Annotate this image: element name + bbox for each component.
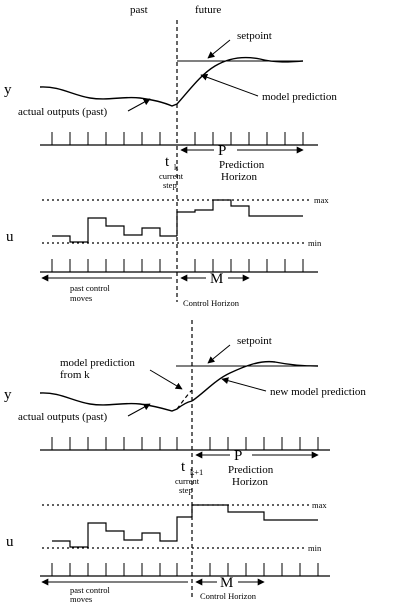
- bottom-tk1-subscript: k+1: [190, 467, 203, 477]
- bottom-setpoint-label: setpoint: [237, 335, 272, 347]
- bottom-control-horizon-M: M: [220, 575, 233, 591]
- bottom-prediction-label: Prediction: [228, 464, 274, 476]
- bottom-panel: y setpoint model prediction from k actua…: [4, 320, 366, 603]
- top-time-axis: [40, 132, 318, 146]
- top-prediction-horizon-P: P: [218, 143, 226, 159]
- bottom-step-label: step: [179, 485, 193, 495]
- past-label: past: [130, 4, 148, 16]
- top-model-prediction-curve: [176, 56, 304, 105]
- top-tk-label: t: [165, 154, 170, 170]
- bottom-new-prediction-curve: [191, 360, 319, 402]
- top-panel: past future y setpoint actual outputs (p…: [4, 4, 337, 308]
- top-y-axis-label: y: [4, 82, 12, 98]
- bottom-past-control-moves: [52, 516, 192, 548]
- bottom-min-label: min: [308, 543, 322, 553]
- top-past-moves-label: past control: [70, 283, 111, 293]
- top-past-control-moves: [52, 217, 177, 243]
- bottom-future-control-moves: [191, 504, 318, 521]
- bottom-prediction-horizon-P: P: [234, 448, 242, 464]
- top-actual-outputs-label: actual outputs (past): [18, 106, 108, 118]
- bottom-actual-outputs-label: actual outputs (past): [18, 411, 108, 423]
- future-label: future: [195, 4, 221, 16]
- bottom-setpoint-pointer: [207, 344, 231, 364]
- bottom-new-prediction-pointer: [221, 377, 267, 392]
- bottom-new-prediction-label: new model prediction: [270, 386, 366, 398]
- top-control-time-axis: [40, 259, 318, 273]
- top-model-prediction-label: model prediction: [262, 91, 337, 103]
- bottom-prediction-from-k-pointer: [149, 369, 183, 390]
- bottom-prediction-from-k-label-2: from k: [60, 369, 90, 381]
- top-setpoint-pointer: [207, 39, 231, 59]
- top-model-prediction-pointer: [200, 73, 259, 97]
- top-max-label: max: [314, 195, 329, 205]
- top-setpoint-label: setpoint: [237, 30, 272, 42]
- top-u-axis-label: u: [6, 229, 14, 245]
- top-actual-outputs-curve: [39, 86, 178, 107]
- top-tk-subscript: k: [174, 162, 179, 172]
- bottom-control-time-axis: [40, 563, 330, 577]
- top-control-horizon-M: M: [210, 271, 223, 287]
- bottom-y-axis-label: y: [4, 387, 12, 403]
- bottom-tk1-label: t: [181, 459, 186, 475]
- top-prediction-label: Prediction: [219, 159, 265, 171]
- top-actual-outputs-pointer: [127, 98, 151, 112]
- bottom-actual-outputs-curve: [39, 392, 193, 412]
- bottom-old-prediction-curve: [176, 389, 193, 410]
- bottom-horizon-label: Horizon: [232, 476, 269, 488]
- bottom-u-axis-label: u: [6, 534, 14, 550]
- bottom-max-label: max: [312, 500, 327, 510]
- bottom-past-moves-label: past control: [70, 585, 111, 595]
- bottom-past-moves-label-2: moves: [70, 594, 92, 603]
- top-future-control-moves: [176, 199, 303, 236]
- top-past-moves-label-2: moves: [70, 293, 92, 303]
- top-min-label: min: [308, 238, 322, 248]
- top-current-label: current: [159, 171, 184, 181]
- bottom-actual-outputs-pointer: [127, 403, 151, 417]
- bottom-control-horizon-label: Control Horizon: [200, 591, 257, 601]
- top-control-horizon-label: Control Horizon: [183, 298, 240, 308]
- bottom-current-label: current: [175, 476, 200, 486]
- bottom-prediction-from-k-label: model prediction: [60, 357, 135, 369]
- bottom-time-axis: [40, 437, 330, 451]
- top-horizon-label: Horizon: [221, 171, 258, 183]
- top-step-label: step: [163, 180, 177, 190]
